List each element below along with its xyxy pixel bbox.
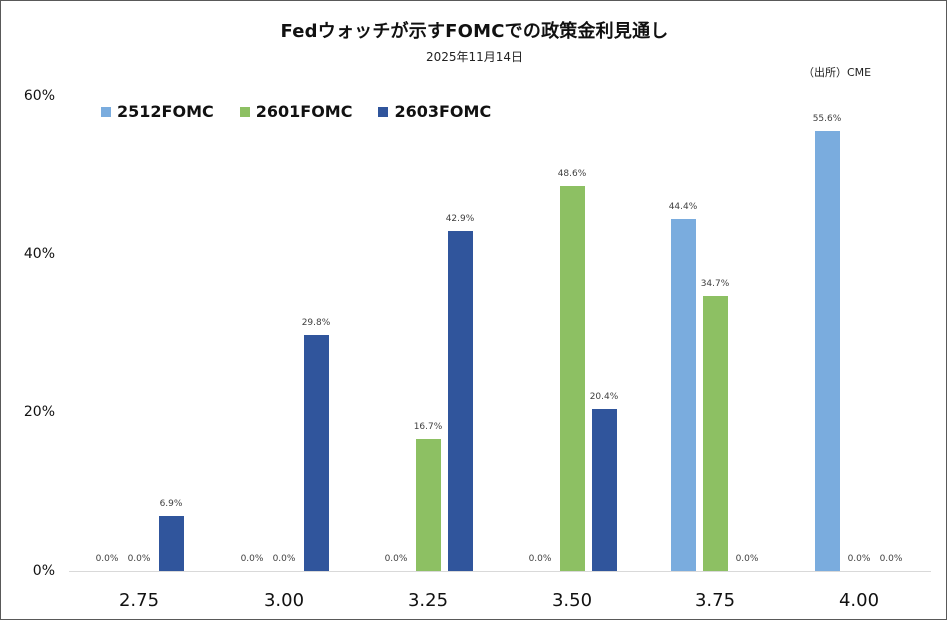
data-label: 0.0% xyxy=(127,554,151,564)
data-label: 0.0% xyxy=(879,554,903,564)
legend-item-2603fomc: 2603FOMC xyxy=(378,102,491,121)
y-tick-40: 40% xyxy=(23,246,55,262)
bar-2603fomc-3.00 xyxy=(303,335,329,571)
chart-title: Fedウォッチが示すFOMCでの政策金利見通し xyxy=(280,21,669,42)
x-tick: 3.50 xyxy=(551,590,593,611)
data-label: 55.6% xyxy=(812,114,842,124)
legend-swatch-icon xyxy=(239,106,250,117)
x-tick: 2.75 xyxy=(118,590,160,611)
legend-item-2601fomc: 2601FOMC xyxy=(239,102,353,121)
data-label: 0.0% xyxy=(528,554,552,564)
data-label: 6.9% xyxy=(159,499,183,509)
legend-label: 2512FOMC xyxy=(117,102,214,121)
x-tick: 3.75 xyxy=(694,590,736,611)
source-note: （出所）CME xyxy=(803,66,872,79)
bar-2512fomc-4.00 xyxy=(814,131,840,571)
data-label: 0.0% xyxy=(735,554,759,564)
data-label: 0.0% xyxy=(95,554,119,564)
x-tick: 4.00 xyxy=(838,590,880,611)
chart-subtitle: 2025年11月14日 xyxy=(425,50,524,64)
bar-2601fomc-3.75 xyxy=(702,296,728,571)
data-label: 16.7% xyxy=(413,422,443,432)
bar-2603fomc-2.75 xyxy=(158,516,184,571)
data-label: 48.6% xyxy=(557,169,587,179)
data-label: 0.0% xyxy=(384,554,408,564)
legend-item-2512fomc: 2512FOMC xyxy=(101,102,214,121)
bar-2603fomc-3.25 xyxy=(447,231,473,571)
y-tick-60: 60% xyxy=(23,88,55,104)
legend-label: 2603FOMC xyxy=(394,102,492,121)
bar-2512fomc-3.75 xyxy=(670,219,696,571)
data-label: 0.0% xyxy=(240,554,264,564)
bar-2601fomc-3.50 xyxy=(559,186,585,571)
legend: 2512FOMC 2601FOMC 2603FOMC xyxy=(101,102,491,121)
data-label: 34.7% xyxy=(700,279,730,289)
x-axis-baseline xyxy=(69,571,931,572)
x-tick: 3.25 xyxy=(407,590,449,611)
data-label: 0.0% xyxy=(847,554,871,564)
legend-swatch-icon xyxy=(378,106,389,117)
data-label: 29.8% xyxy=(301,318,331,328)
data-label: 0.0% xyxy=(272,554,296,564)
x-tick: 3.00 xyxy=(263,590,305,611)
data-label: 44.4% xyxy=(668,202,698,212)
bar-2603fomc-3.50 xyxy=(591,409,617,571)
data-label: 42.9% xyxy=(445,214,475,224)
data-label: 20.4% xyxy=(589,392,619,402)
legend-swatch-icon xyxy=(101,106,111,117)
y-tick-20: 20% xyxy=(23,404,55,420)
y-tick-0: 0% xyxy=(32,563,55,579)
legend-label: 2601FOMC xyxy=(255,102,353,121)
bar-2601fomc-3.25 xyxy=(415,439,441,571)
